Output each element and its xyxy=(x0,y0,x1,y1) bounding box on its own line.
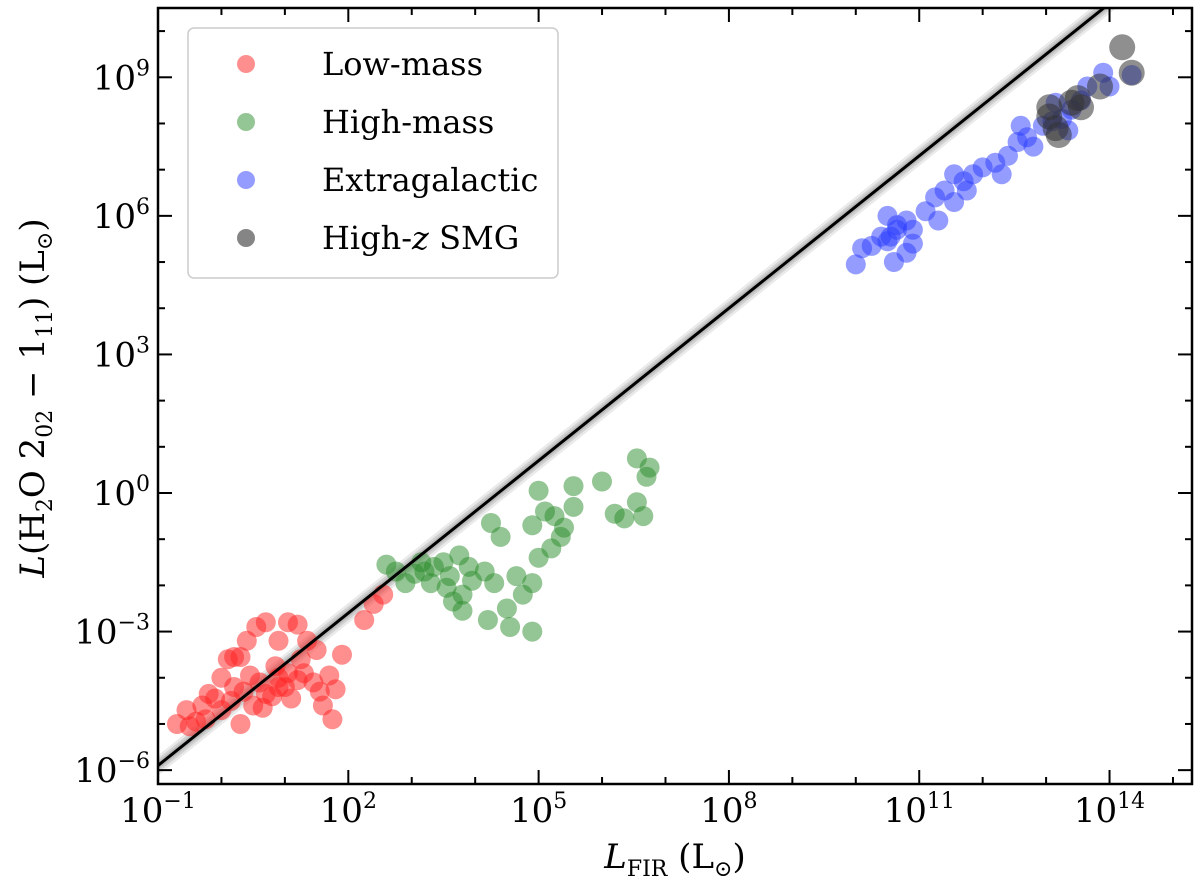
data-point xyxy=(956,180,977,201)
legend-box xyxy=(187,27,559,279)
axis-ticks xyxy=(157,8,1192,784)
y-tick-label: 10−3 xyxy=(74,611,150,653)
series-high-mass xyxy=(376,448,660,642)
fit-line xyxy=(158,8,1107,767)
data-point xyxy=(1118,59,1145,86)
data-point xyxy=(626,448,647,469)
data-point xyxy=(1045,122,1072,148)
data-point xyxy=(506,566,527,587)
data-points xyxy=(167,34,1145,737)
data-point xyxy=(255,612,276,633)
x-tick-label: 108 xyxy=(700,789,757,831)
data-point xyxy=(230,714,251,734)
data-point xyxy=(490,526,511,547)
legend-marker-high-z-smg xyxy=(237,229,255,247)
data-point xyxy=(420,573,441,594)
x-tick-label: 10−1 xyxy=(120,789,196,831)
legend-marker-extragalactic xyxy=(237,171,255,189)
data-point xyxy=(563,476,584,497)
data-point xyxy=(373,584,394,605)
data-point xyxy=(614,508,635,529)
data-point xyxy=(332,644,352,665)
data-point xyxy=(845,254,866,275)
data-point xyxy=(522,621,543,642)
data-point xyxy=(211,667,232,688)
legend-marker-high-mass xyxy=(237,113,255,131)
data-point xyxy=(883,252,904,272)
data-point xyxy=(354,610,375,630)
x-tick-label: 1014 xyxy=(1074,789,1145,831)
data-point xyxy=(633,506,654,527)
data-point xyxy=(522,573,543,594)
data-point xyxy=(477,610,498,630)
best-fit-line xyxy=(158,8,1107,767)
data-point xyxy=(484,573,505,594)
legend-label-high-z-smg: High-z SMG xyxy=(322,219,519,257)
y-tick-label: 106 xyxy=(93,195,150,237)
data-point xyxy=(1087,73,1113,100)
legend-label-extragalactic: Extragalactic xyxy=(322,161,538,199)
series-low-mass xyxy=(167,584,394,737)
y-axis-label: L(H2O 202 − 111) (L⊙) xyxy=(13,218,58,578)
data-point xyxy=(554,517,574,538)
legend-label-high-mass: High-mass xyxy=(322,103,494,141)
data-point xyxy=(186,711,207,732)
series-high-z-smg xyxy=(1036,34,1145,148)
data-point xyxy=(1109,34,1136,61)
data-point xyxy=(452,600,473,621)
x-tick-label: 105 xyxy=(510,789,567,831)
data-point xyxy=(592,471,612,492)
data-point xyxy=(481,513,501,533)
data-point xyxy=(928,210,949,231)
data-point xyxy=(1036,94,1063,121)
x-tick-label: 1011 xyxy=(884,789,955,831)
data-point xyxy=(268,677,289,697)
data-point xyxy=(880,226,901,247)
legend: Low-mass High-mass Extragalactic High-z … xyxy=(187,27,559,279)
data-point xyxy=(281,688,302,709)
x-tick-label: 102 xyxy=(320,789,377,831)
data-point xyxy=(496,598,517,619)
data-point xyxy=(233,681,254,702)
data-point xyxy=(325,679,346,700)
data-point xyxy=(522,515,543,536)
data-point xyxy=(322,709,343,730)
data-point xyxy=(252,697,273,718)
legend-label-low-mass: Low-mass xyxy=(322,45,483,83)
data-point xyxy=(287,614,308,635)
y-tick-label: 109 xyxy=(93,56,150,98)
y-tick-label: 10−6 xyxy=(74,749,150,791)
data-point xyxy=(224,647,245,667)
data-point xyxy=(1068,94,1094,121)
data-point xyxy=(528,480,549,501)
y-tick-label: 100 xyxy=(93,472,150,514)
data-point xyxy=(991,164,1012,185)
data-point xyxy=(198,683,219,704)
data-point xyxy=(944,164,965,185)
plot-frame xyxy=(156,6,1194,786)
data-point xyxy=(563,496,584,517)
data-point xyxy=(306,640,327,660)
data-point xyxy=(944,192,965,212)
data-point xyxy=(268,630,289,651)
data-point xyxy=(877,205,898,226)
legend-marker-low-mass xyxy=(237,55,255,73)
data-point xyxy=(902,219,923,240)
data-point xyxy=(500,617,521,637)
data-point xyxy=(1023,136,1044,157)
y-tick-label: 103 xyxy=(93,333,150,375)
data-point xyxy=(902,233,923,254)
x-axis-label: LFIR (L⊙) xyxy=(603,837,745,882)
axis-tick-labels: 10−1 102 105 108 1011 1014 10−6 10−3 100 103 106 10… xyxy=(74,56,1145,831)
data-point xyxy=(1010,115,1031,136)
data-point xyxy=(240,665,260,686)
